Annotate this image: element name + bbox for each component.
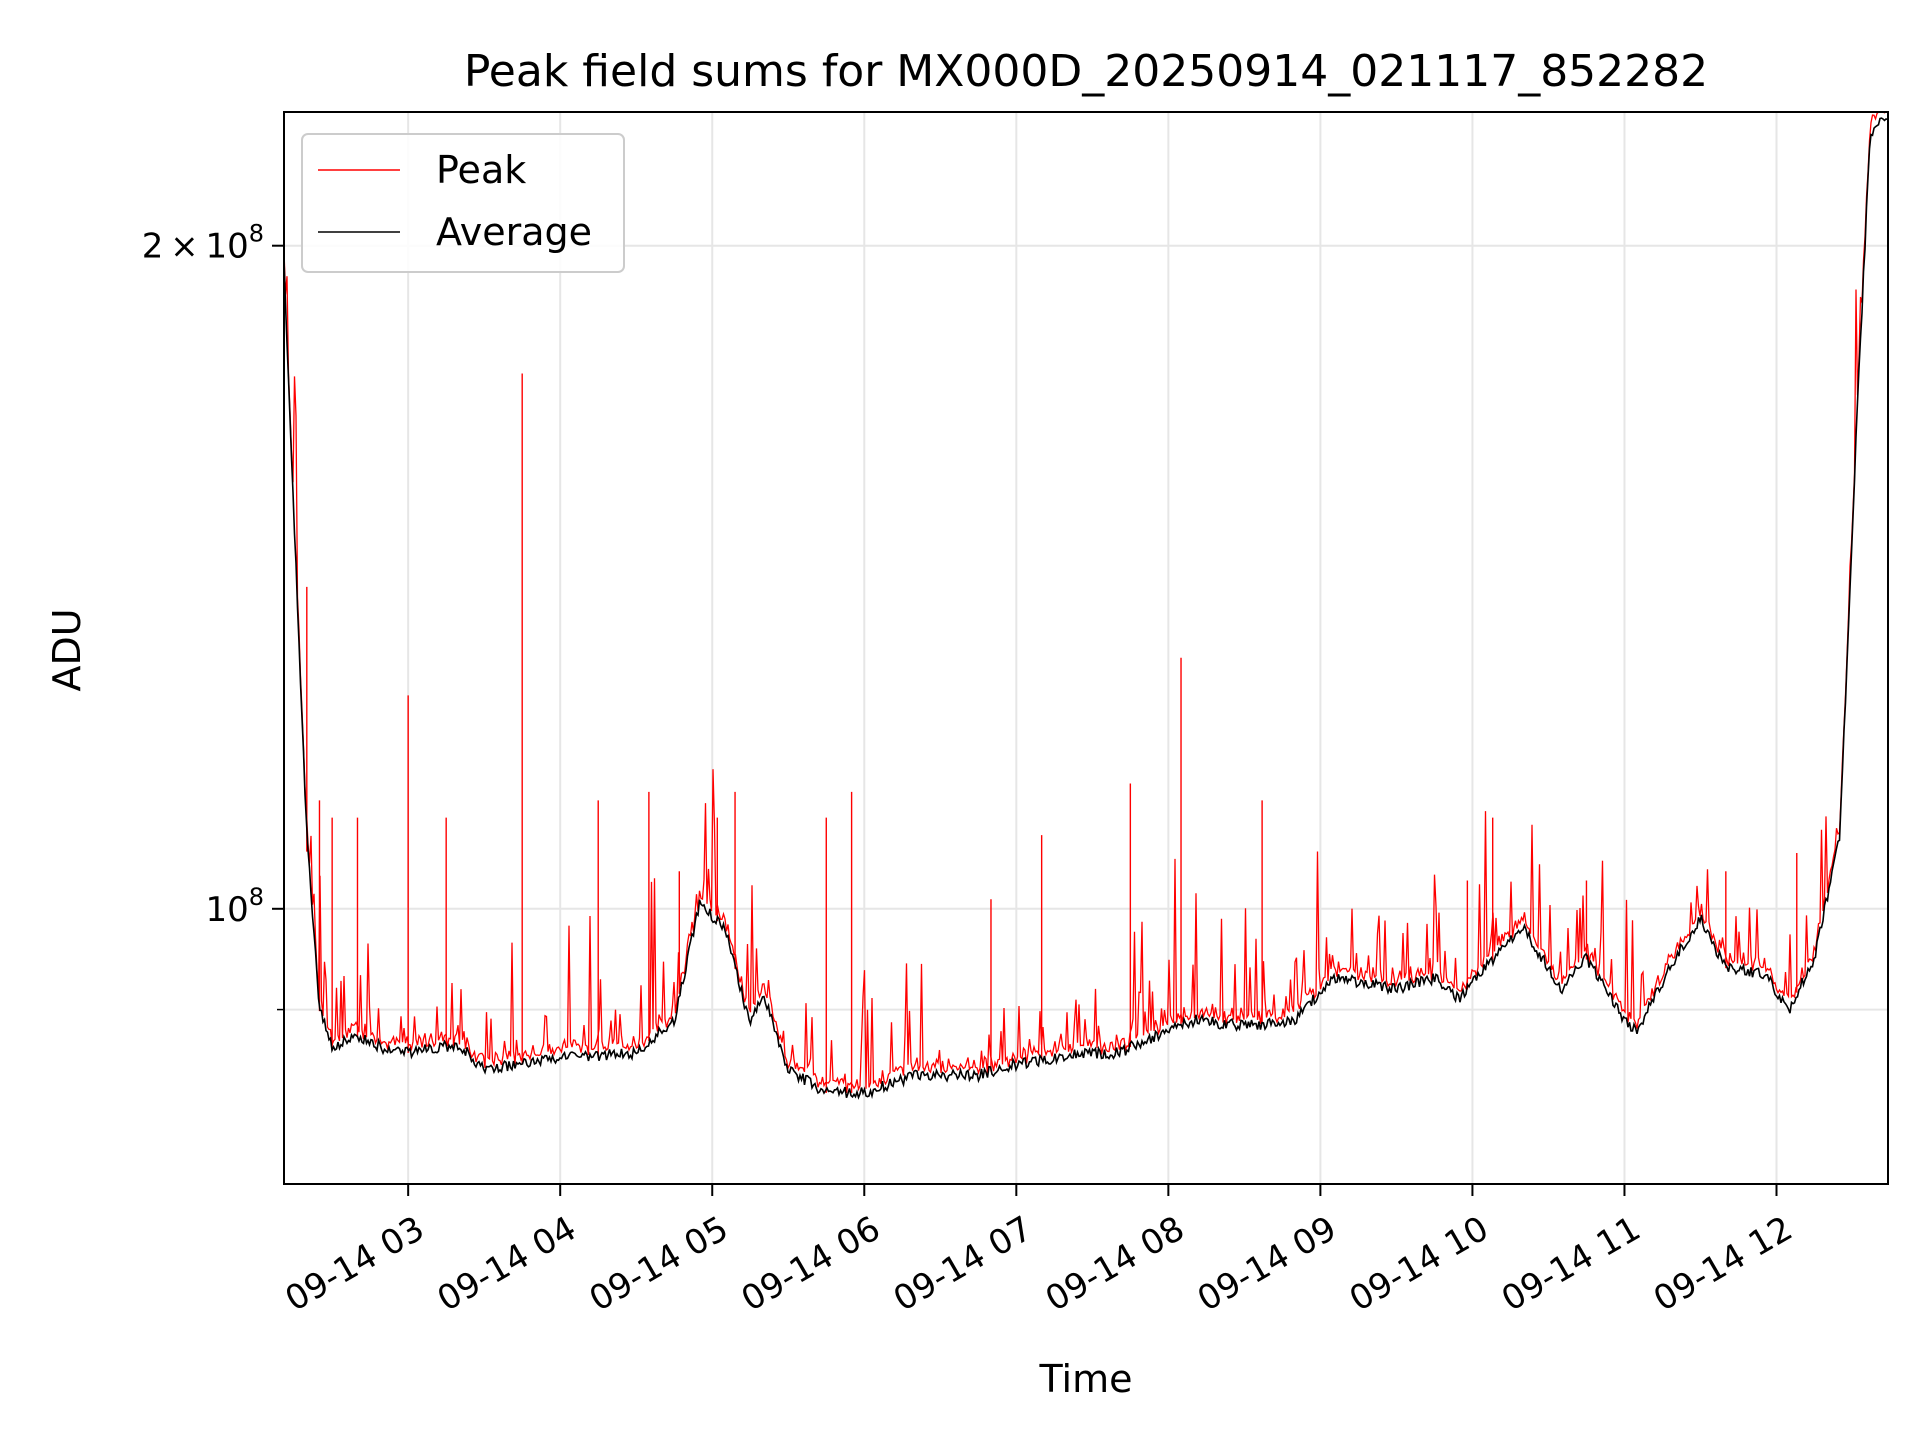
x-axis-label: Time <box>1039 1357 1133 1401</box>
y-tick-label: 2 × 108 <box>142 220 264 267</box>
peak-series <box>283 111 1888 1094</box>
grid-lines <box>284 112 1888 1184</box>
y-axis-label: ADU <box>45 608 89 691</box>
legend: Peak Average <box>301 133 625 273</box>
legend-box <box>301 133 625 273</box>
legend-label-average: Average <box>436 210 592 254</box>
legend-label-peak: Peak <box>436 148 526 192</box>
average-series <box>283 117 1888 1100</box>
peak-line <box>283 111 1888 1094</box>
average-line <box>283 117 1888 1100</box>
plot-frame <box>283 111 1889 1185</box>
chart-title: Peak field sums for MX000D_20250914_0211… <box>464 46 1708 97</box>
